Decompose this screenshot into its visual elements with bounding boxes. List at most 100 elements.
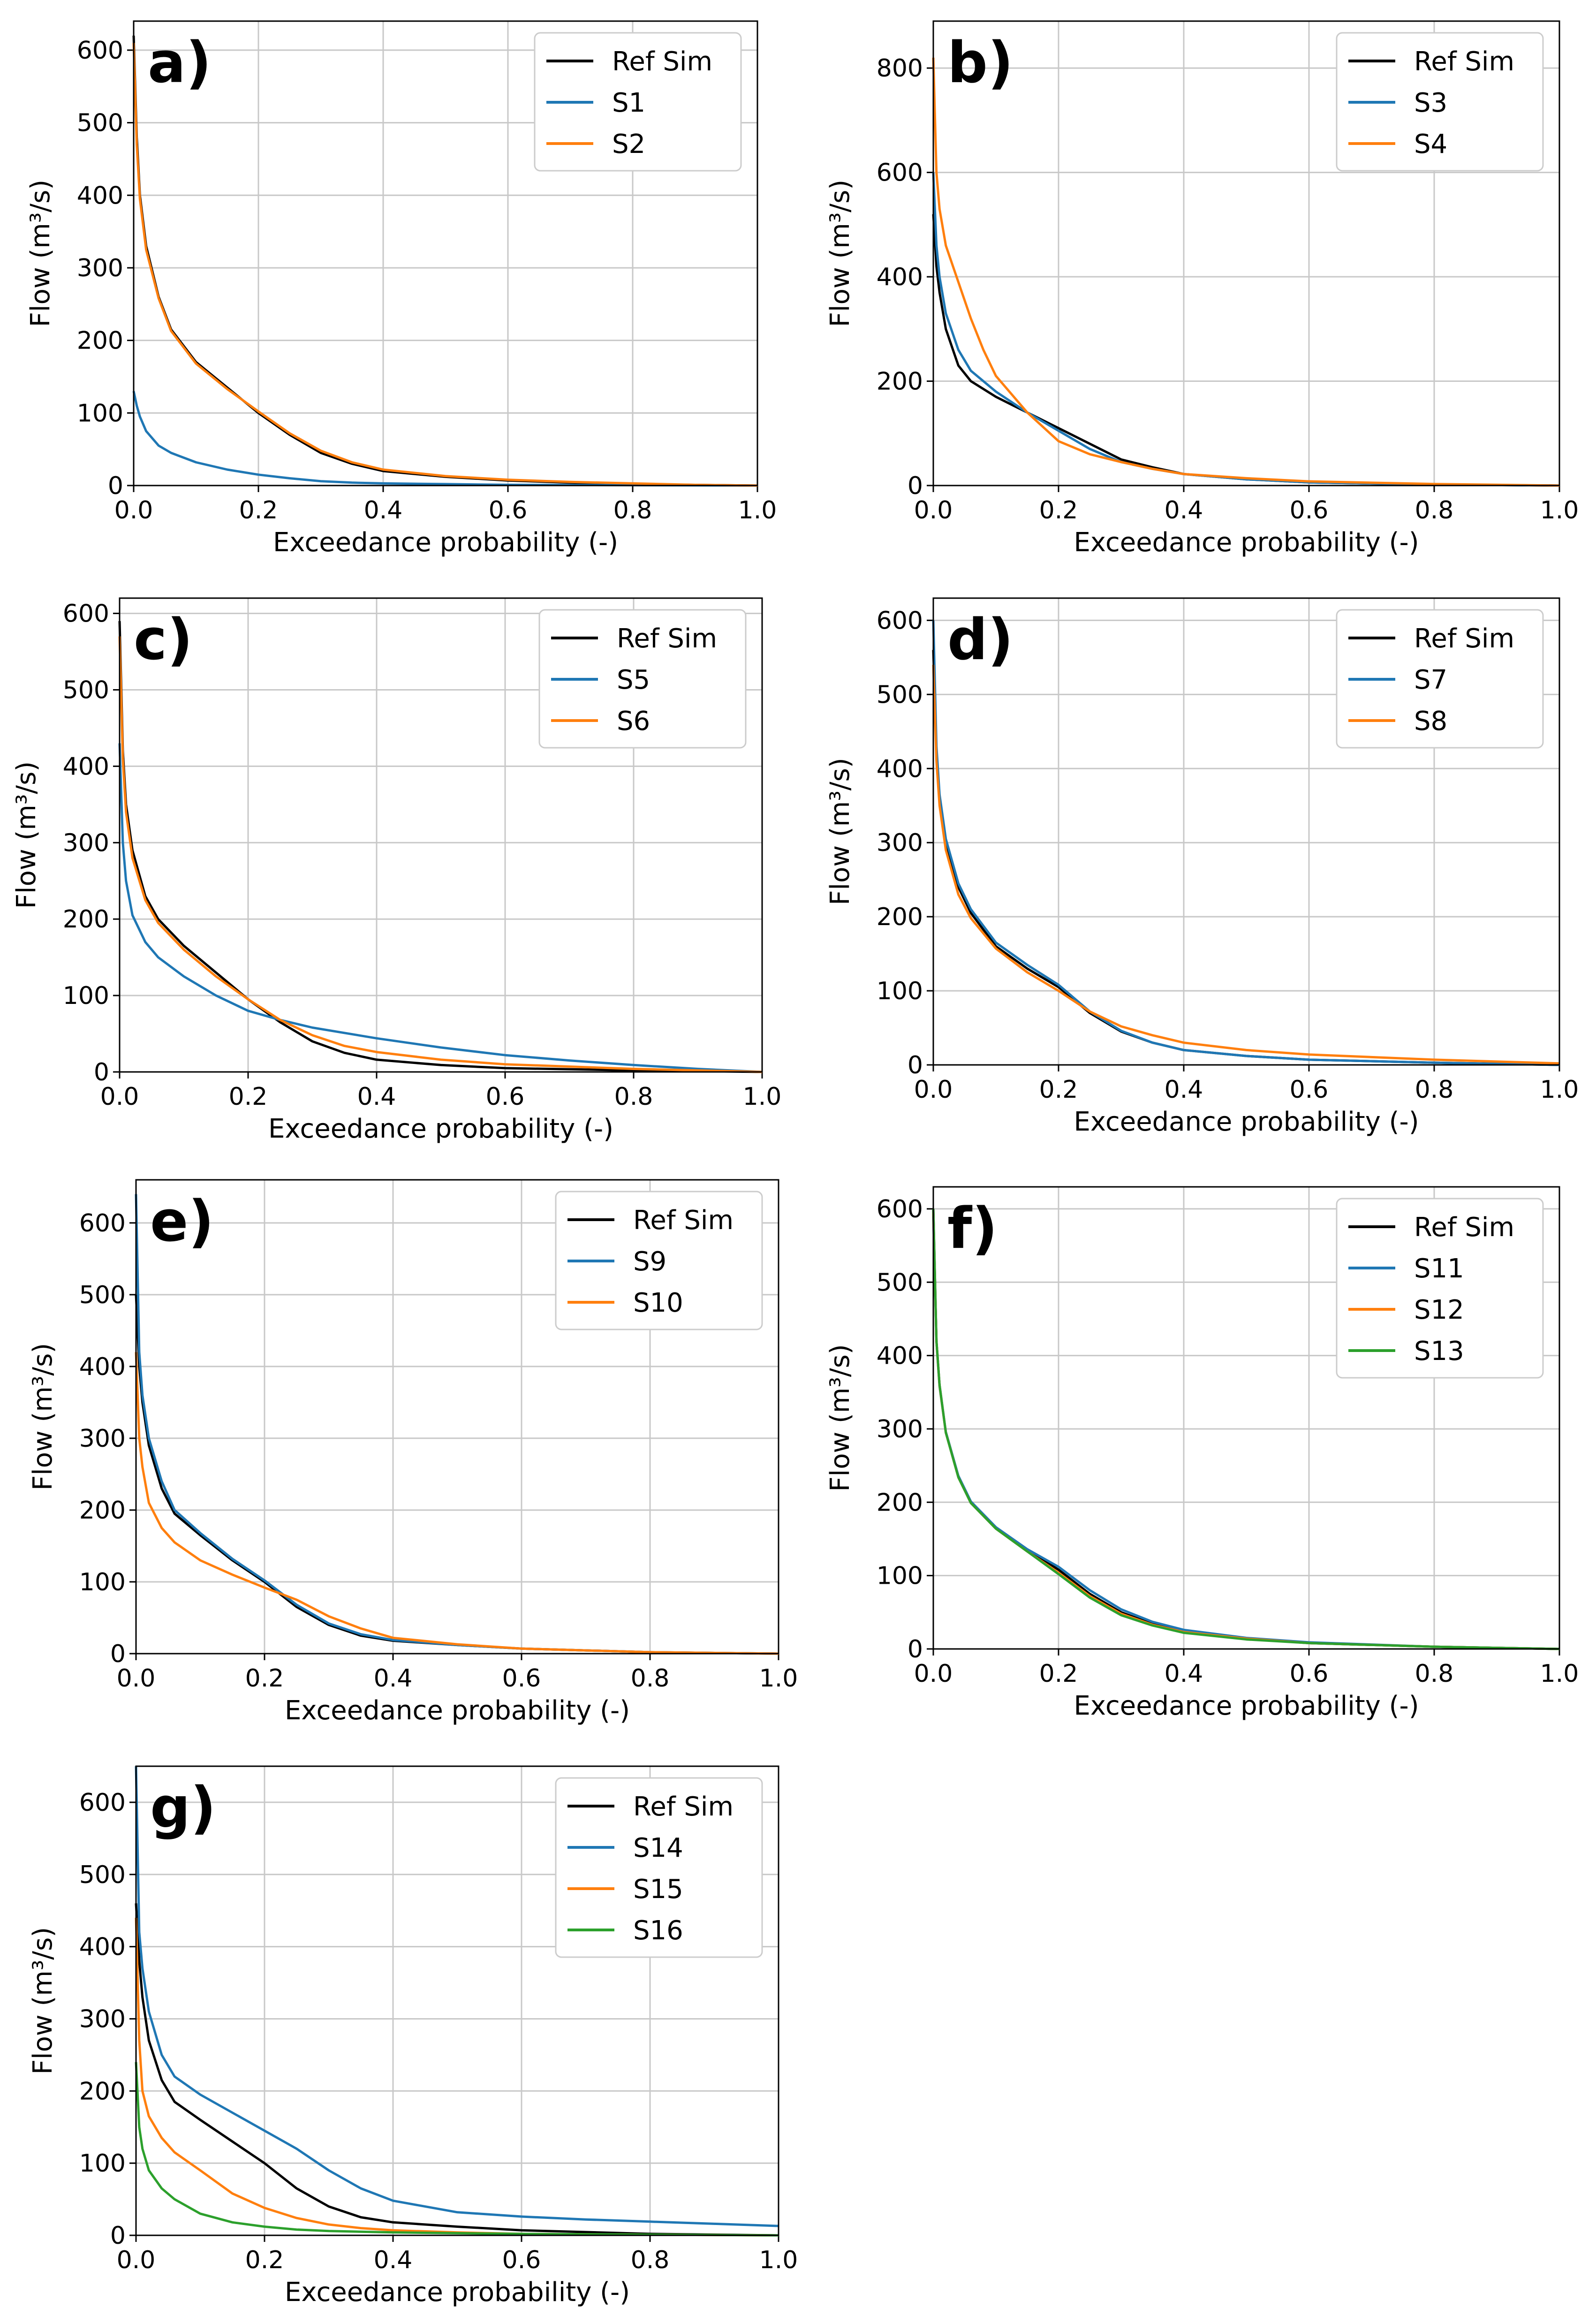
x-tick-label: 0.4 — [374, 1664, 413, 1693]
legend-box — [538, 609, 747, 749]
y-axis-label: Flow (m³/s) — [825, 180, 855, 327]
x-tick-label: 0.0 — [117, 1664, 156, 1693]
chart-panel-b: 0.0 0.2 0.4 0.6 0.8 1.0 0 200 400 600 800 b) Ref Sim… — [825, 20, 1579, 558]
x-axis-label: Exceedance probability (-) — [273, 527, 618, 558]
legend-label: S2 — [612, 129, 645, 159]
x-tick-label: 1.0 — [1540, 496, 1579, 524]
x-tick-label: 0.6 — [502, 1664, 541, 1693]
x-tick-label: 1.0 — [759, 1664, 798, 1693]
legend-label: S6 — [617, 706, 650, 737]
series-line-s2 — [132, 43, 758, 487]
legend-label: S10 — [633, 1288, 683, 1318]
y-axis-label: Flow (m³/s) — [28, 1343, 58, 1490]
y-tick-label: 600 — [63, 600, 109, 628]
y-tick-label: 500 — [877, 1268, 923, 1297]
y-axis-label: Flow (m³/s) — [11, 761, 42, 909]
x-tick-label: 0.6 — [489, 496, 528, 524]
panel-label: d) — [947, 608, 1014, 673]
y-tick-label: 500 — [63, 676, 109, 704]
y-tick-label: 400 — [63, 752, 109, 781]
y-tick-label: 100 — [877, 1562, 923, 1590]
series-line-s8 — [932, 665, 1560, 1065]
x-tick-label: 0.4 — [1165, 1076, 1203, 1104]
y-tick-label: 500 — [79, 1281, 126, 1309]
y-tick-label: 300 — [877, 1415, 923, 1443]
panel-label: g) — [150, 1776, 216, 1841]
y-tick-label: 400 — [877, 755, 923, 783]
legend: Ref Sim S9 S10 — [555, 1191, 763, 1330]
series-line-ref-sim — [135, 1903, 779, 2237]
y-tick-label: 0 — [94, 1058, 109, 1086]
legend-label: S12 — [1414, 1295, 1464, 1325]
y-tick-label: 500 — [877, 681, 923, 709]
panel-label: a) — [148, 30, 212, 96]
x-tick-label: 0.4 — [357, 1083, 396, 1111]
legend: Ref Sim S14 S15 S16 — [555, 1777, 763, 1958]
legend-label: S16 — [633, 1915, 683, 1946]
legend: Ref Sim S5 S6 — [538, 609, 747, 749]
legend: Ref Sim S1 S2 — [534, 32, 742, 172]
x-tick-label: 0.8 — [1415, 1076, 1454, 1104]
y-tick-label: 100 — [77, 399, 123, 427]
panel-label: e) — [150, 1189, 214, 1254]
x-tick-label: 0.0 — [914, 1660, 953, 1688]
y-tick-label: 200 — [877, 903, 923, 931]
x-tick-label: 0.8 — [1415, 496, 1454, 524]
x-tick-label: 1.0 — [759, 2246, 798, 2274]
y-tick-label: 300 — [63, 829, 109, 857]
series-line-s10 — [135, 1352, 779, 1655]
x-tick-label: 0.8 — [614, 1083, 653, 1111]
x-tick-label: 0.6 — [502, 2246, 541, 2274]
x-tick-label: 0.6 — [1290, 1076, 1329, 1104]
legend-box — [1336, 1198, 1544, 1379]
y-tick-label: 400 — [79, 1933, 126, 1961]
y-tick-label: 0 — [110, 2222, 126, 2250]
chart-panel-d: 0.0 0.2 0.4 0.6 0.8 1.0 0 100 200 300 400 500 600 d) R… — [825, 597, 1579, 1137]
legend-label: Ref Sim — [1414, 46, 1514, 77]
x-tick-label: 0.4 — [1165, 1660, 1203, 1688]
series-line-s15 — [135, 1918, 779, 2237]
panel-label: b) — [947, 30, 1014, 96]
y-tick-label: 300 — [77, 254, 123, 282]
plot-frame — [119, 597, 763, 1073]
x-tick-label: 0.0 — [100, 1083, 139, 1111]
series-line-s14 — [135, 1766, 779, 2227]
legend-box — [555, 1777, 763, 1958]
x-tick-label: 1.0 — [738, 496, 777, 524]
legend: Ref Sim S11 S12 S13 — [1336, 1198, 1544, 1379]
x-tick-label: 0.8 — [613, 496, 652, 524]
legend-label: Ref Sim — [633, 1205, 734, 1236]
plot-frame — [932, 1186, 1560, 1650]
y-tick-label: 200 — [79, 2077, 126, 2105]
panel-label: f) — [947, 1196, 998, 1261]
legend-label: Ref Sim — [1414, 1212, 1514, 1243]
y-tick-label: 300 — [79, 1425, 126, 1453]
y-tick-label: 800 — [877, 54, 923, 83]
legend-box — [555, 1191, 763, 1330]
y-tick-label: 400 — [877, 263, 923, 291]
plot-frame — [135, 1179, 779, 1655]
y-tick-label: 200 — [63, 905, 109, 934]
legend-label: S4 — [1414, 129, 1447, 159]
legend-label: S9 — [633, 1246, 666, 1277]
y-axis-label: Flow (m³/s) — [28, 1927, 58, 2074]
x-tick-label: 0.4 — [364, 496, 403, 524]
y-axis-label: Flow (m³/s) — [25, 180, 56, 327]
y-tick-label: 0 — [108, 472, 123, 500]
y-tick-label: 600 — [877, 607, 923, 635]
y-tick-label: 600 — [877, 1195, 923, 1223]
plot-frame — [135, 1765, 779, 2236]
legend-label: S5 — [617, 665, 650, 695]
x-tick-label: 0.6 — [1290, 496, 1329, 524]
y-tick-label: 100 — [63, 982, 109, 1010]
legend-label: Ref Sim — [633, 1792, 734, 1822]
y-tick-label: 200 — [77, 327, 123, 355]
x-axis-label: Exceedance probability (-) — [1074, 1107, 1419, 1137]
legend-label: S8 — [1414, 706, 1447, 737]
legend-label: Ref Sim — [617, 623, 717, 654]
legend-label: S13 — [1414, 1336, 1464, 1367]
y-tick-label: 100 — [79, 1568, 126, 1596]
legend-label: S11 — [1414, 1253, 1464, 1284]
x-tick-label: 0.2 — [239, 496, 278, 524]
